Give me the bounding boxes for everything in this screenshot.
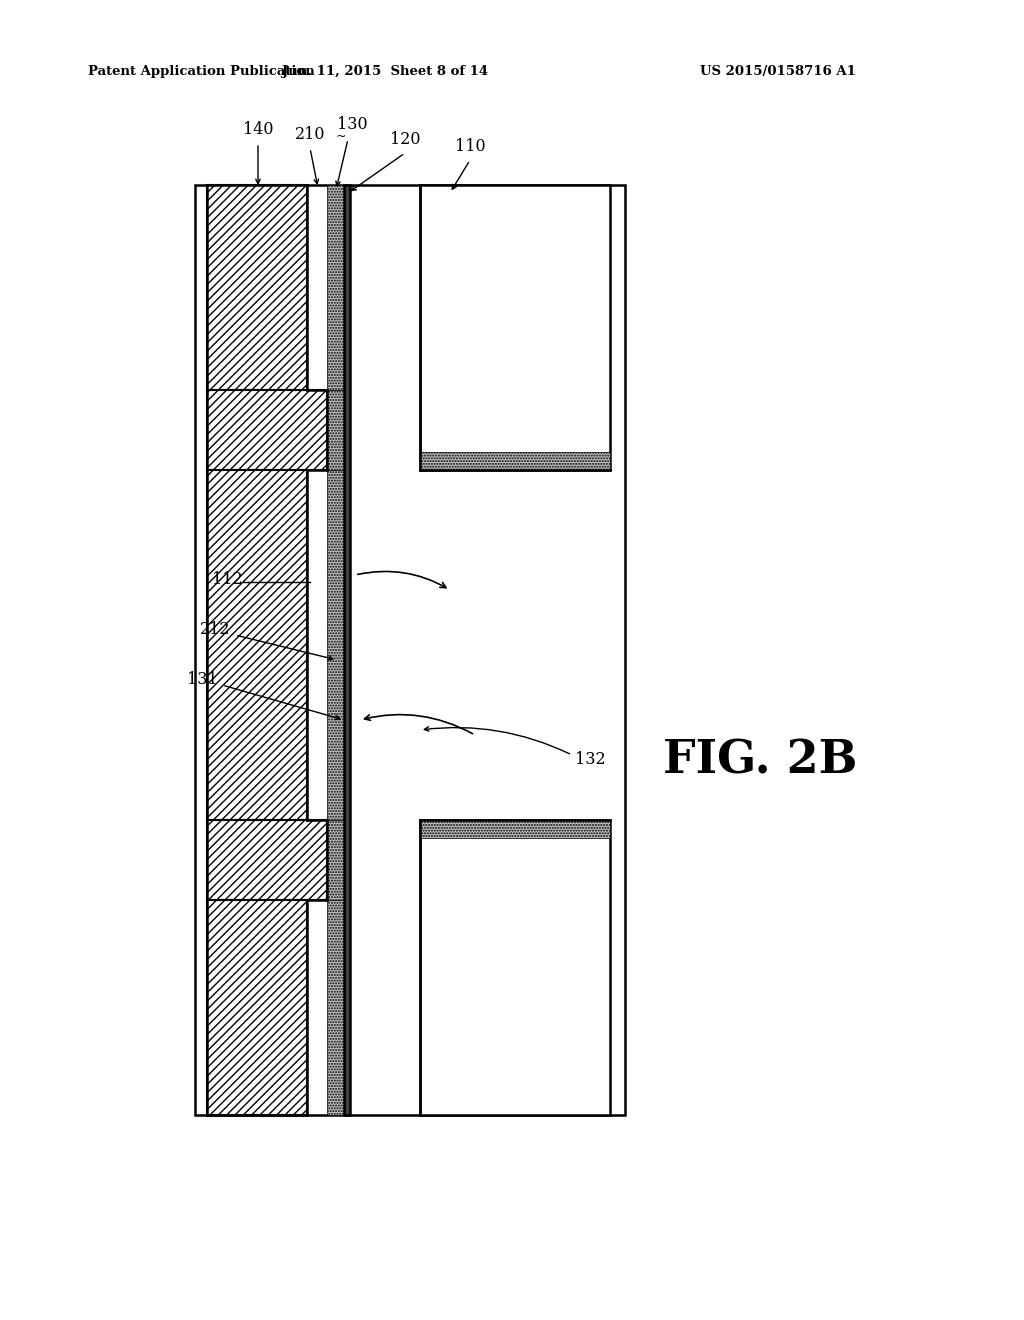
Text: 132: 132 — [575, 751, 605, 768]
Bar — [420, 451, 610, 470]
Bar — [327, 820, 344, 900]
Text: 140: 140 — [243, 121, 273, 139]
Text: 112: 112 — [212, 572, 243, 589]
Bar — [420, 820, 610, 838]
Text: 212: 212 — [200, 622, 230, 639]
Bar — [327, 900, 344, 1115]
Bar — [207, 900, 307, 1115]
Bar — [195, 185, 625, 1115]
Text: ~: ~ — [336, 129, 346, 143]
Bar — [327, 389, 344, 470]
Text: 110: 110 — [455, 139, 485, 154]
Text: US 2015/0158716 A1: US 2015/0158716 A1 — [700, 66, 856, 78]
Bar — [207, 470, 307, 820]
Bar — [420, 185, 610, 470]
Bar — [207, 820, 327, 900]
Text: 131: 131 — [187, 672, 218, 689]
Bar — [327, 470, 344, 820]
Bar — [207, 389, 327, 470]
Text: FIG. 2B: FIG. 2B — [663, 737, 857, 783]
Text: 130: 130 — [337, 116, 368, 133]
Text: 210: 210 — [295, 125, 326, 143]
Bar — [207, 185, 307, 389]
Text: 120: 120 — [390, 131, 420, 148]
Text: Jun. 11, 2015  Sheet 8 of 14: Jun. 11, 2015 Sheet 8 of 14 — [282, 66, 488, 78]
Bar — [420, 820, 610, 1115]
Bar — [344, 185, 350, 1115]
Text: Patent Application Publication: Patent Application Publication — [88, 66, 314, 78]
Bar — [327, 185, 344, 389]
